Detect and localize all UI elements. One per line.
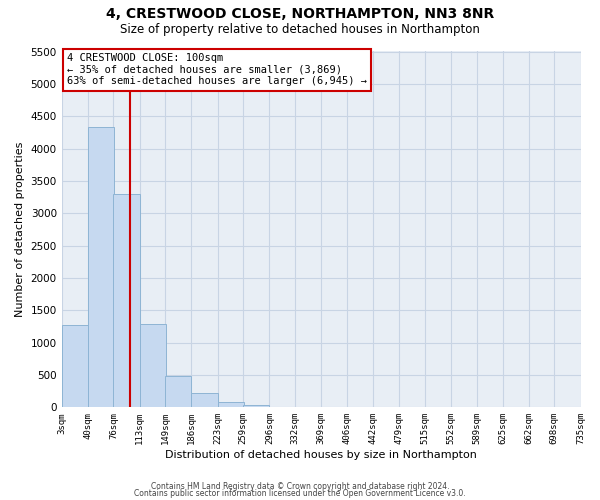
Bar: [140, 324, 166, 407]
Text: 4, CRESTWOOD CLOSE, NORTHAMPTON, NN3 8NR: 4, CRESTWOOD CLOSE, NORTHAMPTON, NN3 8NR: [106, 8, 494, 22]
Bar: [88, 127, 114, 408]
Bar: [243, 404, 269, 407]
Bar: [165, 376, 191, 408]
Bar: [191, 393, 218, 407]
Bar: [62, 325, 88, 407]
Y-axis label: Number of detached properties: Number of detached properties: [15, 142, 25, 317]
Bar: [218, 402, 244, 407]
Text: Size of property relative to detached houses in Northampton: Size of property relative to detached ho…: [120, 22, 480, 36]
Bar: [113, 194, 140, 408]
Text: 4 CRESTWOOD CLOSE: 100sqm
← 35% of detached houses are smaller (3,869)
63% of se: 4 CRESTWOOD CLOSE: 100sqm ← 35% of detac…: [67, 54, 367, 86]
X-axis label: Distribution of detached houses by size in Northampton: Distribution of detached houses by size …: [165, 450, 477, 460]
Text: Contains HM Land Registry data © Crown copyright and database right 2024.: Contains HM Land Registry data © Crown c…: [151, 482, 449, 491]
Text: Contains public sector information licensed under the Open Government Licence v3: Contains public sector information licen…: [134, 489, 466, 498]
